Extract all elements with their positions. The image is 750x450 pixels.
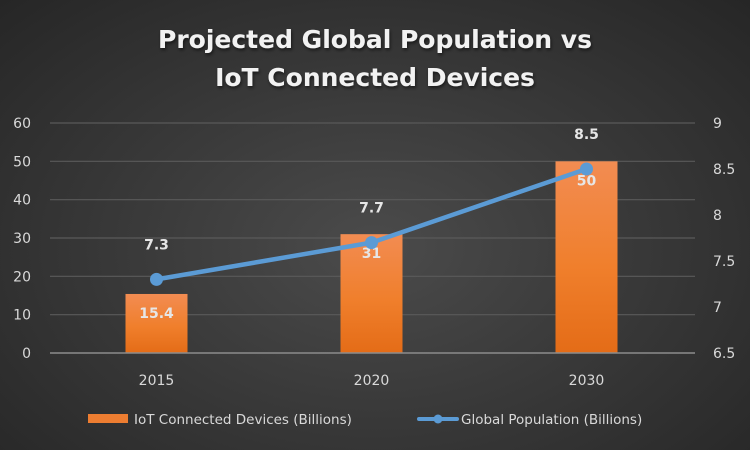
bar-2015: [125, 293, 188, 353]
right-tick-label: 8: [713, 208, 722, 224]
right-tick-label: 7.5: [713, 254, 735, 270]
line-series: 7.3 7.7 8.5: [144, 127, 599, 286]
bar-data-label: 15.4: [139, 306, 174, 322]
legend: IoT Connected Devices (Billions) Global …: [88, 412, 642, 428]
bar-2020: [340, 234, 403, 353]
chart-title-line-1: Projected Global Population vs: [158, 25, 592, 54]
left-tick-label: 60: [13, 116, 31, 132]
x-tick-label: 2020: [354, 373, 390, 389]
chart-title-line-2: IoT Connected Devices: [215, 63, 535, 92]
bar-series: 15.4 31 50: [125, 161, 618, 353]
population-marker-2020: [365, 236, 378, 250]
left-tick-label: 10: [13, 308, 31, 324]
legend-swatch-iot: [88, 414, 128, 423]
left-tick-label: 40: [13, 193, 31, 209]
line-data-label: 7.3: [144, 237, 169, 253]
legend-label-iot: IoT Connected Devices (Billions): [134, 412, 352, 428]
legend-label-population: Global Population (Billions): [461, 412, 642, 428]
right-axis: 6.5 7 7.5 8 8.5 9: [713, 116, 735, 362]
legend-swatch-population-marker: [433, 414, 443, 424]
bar-data-label: 31: [362, 246, 381, 262]
left-axis: 0 10 20 30 40 50 60: [13, 116, 31, 362]
right-tick-label: 6.5: [713, 346, 735, 362]
bar-2030: [555, 161, 618, 353]
right-tick-label: 7: [713, 300, 722, 316]
bar-data-label: 50: [577, 173, 597, 189]
left-tick-label: 30: [13, 231, 31, 247]
left-tick-label: 50: [13, 154, 31, 170]
x-tick-label: 2030: [569, 373, 605, 389]
population-marker-2015: [150, 272, 163, 286]
population-marker-2030: [580, 162, 593, 176]
x-axis: 2015 2020 2030: [139, 373, 605, 389]
left-tick-label: 0: [22, 346, 31, 362]
right-tick-label: 8.5: [713, 162, 735, 178]
right-tick-label: 9: [713, 116, 722, 132]
line-data-label: 7.7: [359, 201, 384, 217]
line-data-label: 8.5: [574, 127, 599, 143]
x-tick-label: 2015: [139, 373, 175, 389]
left-tick-label: 20: [13, 269, 31, 285]
